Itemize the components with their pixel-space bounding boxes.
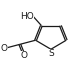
Text: HO: HO <box>20 12 33 21</box>
Text: S: S <box>48 49 54 58</box>
Text: O: O <box>21 51 28 60</box>
Text: O: O <box>1 44 8 53</box>
